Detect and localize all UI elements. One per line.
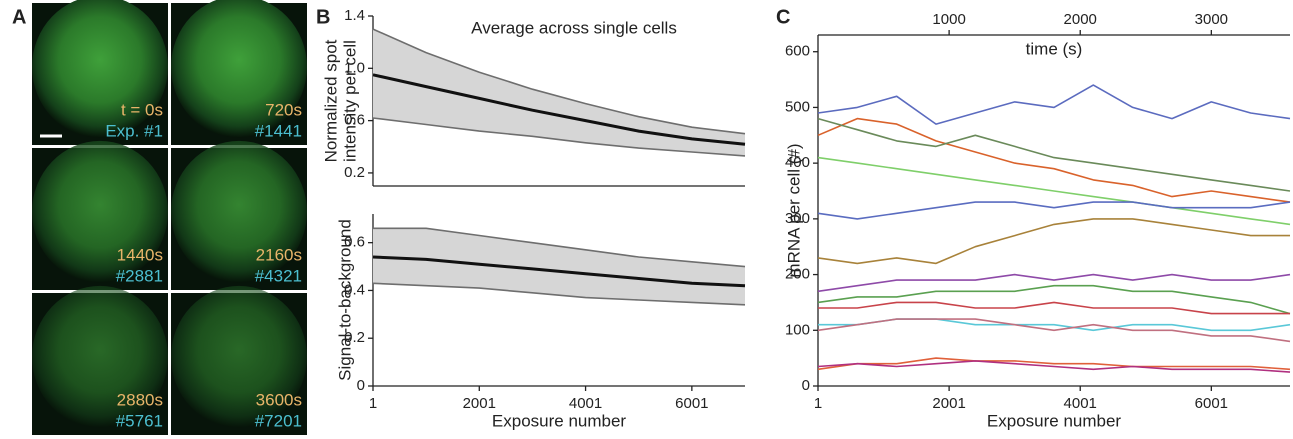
micrograph-cell — [171, 140, 307, 283]
y-tick-label: 600 — [785, 43, 810, 60]
panel-label: C — [776, 6, 790, 28]
y-tick-label: 0.4 — [344, 281, 365, 298]
series-line — [817, 318, 1291, 343]
image-time: 720s — [265, 100, 302, 119]
x-axis-label: Exposure number — [492, 411, 627, 430]
image-time: t = 0s — [121, 100, 163, 119]
series-line — [817, 84, 1291, 125]
x-axis-label: Exposure number — [987, 411, 1122, 430]
y-tick-label: 0.6 — [344, 234, 365, 251]
series-line — [817, 117, 1291, 192]
y-tick-label: 100 — [785, 321, 810, 338]
series-line — [817, 360, 1291, 373]
y-tick-label: 500 — [785, 98, 810, 115]
series-line — [817, 357, 1291, 371]
x2-tick-label: 1000 — [932, 11, 965, 28]
series-line — [372, 255, 746, 288]
chart-title: Average across single cells — [471, 18, 677, 37]
x2-tick-label: 2000 — [1064, 11, 1097, 28]
micrograph-cell — [171, 0, 307, 138]
series-line — [372, 117, 746, 157]
band — [373, 228, 745, 305]
y-tick-label: 0 — [357, 377, 365, 394]
y-tick-label: 1.4 — [344, 7, 365, 24]
x-tick-label: 1 — [369, 395, 377, 412]
y-tick-label: 0.6 — [344, 112, 365, 129]
x-tick-label: 1 — [814, 395, 822, 412]
x-tick-label: 4001 — [1064, 395, 1097, 412]
y-axis-label: Normalized spot — [321, 39, 340, 162]
series-line — [818, 301, 1290, 315]
y-axis-label: mRNA per cell (#) — [784, 143, 803, 277]
image-exposure: #4321 — [255, 266, 302, 285]
series-line — [817, 201, 1291, 220]
y-axis-label: intensity per cell — [340, 40, 359, 162]
panel-label: B — [316, 6, 330, 28]
image-exposure: Exp. #1 — [105, 121, 163, 140]
x-tick-label: 2001 — [463, 395, 496, 412]
image-exposure: #7201 — [255, 411, 302, 430]
y-tick-label: 1.0 — [344, 59, 365, 76]
micrograph-cell — [32, 285, 168, 428]
series-line — [372, 73, 746, 146]
micrograph-cell — [171, 285, 307, 428]
series-line — [373, 227, 746, 268]
series-line — [817, 284, 1291, 315]
x-tick-label: 4001 — [569, 395, 602, 412]
series-line — [372, 28, 746, 135]
y-tick-label: 0.2 — [344, 164, 365, 181]
image-exposure: #2881 — [116, 266, 163, 285]
image-time: 2880s — [117, 390, 163, 409]
y-tick-label: 0.2 — [344, 329, 365, 346]
series-line — [817, 218, 1290, 265]
panel-label: A — [12, 6, 26, 28]
micrograph-cell — [32, 0, 168, 138]
image-time: 1440s — [117, 245, 163, 264]
x-tick-label: 6001 — [675, 395, 708, 412]
band — [373, 29, 745, 156]
series-line — [817, 273, 1291, 293]
y-tick-label: 300 — [785, 210, 810, 227]
image-time: 2160s — [256, 245, 302, 264]
image-exposure: #1441 — [255, 121, 302, 140]
x-tick-label: 6001 — [1195, 395, 1228, 412]
x2-tick-label: 3000 — [1195, 11, 1228, 28]
series-line — [372, 282, 746, 306]
series-line — [817, 117, 1291, 203]
image-grid: t = 0s Exp. #1 720s #1441 1440s #2881 2160s #43… — [32, 0, 307, 435]
y-tick-label: 0 — [802, 377, 810, 394]
y-tick-label: 400 — [785, 154, 810, 171]
series-line — [817, 156, 1291, 226]
image-exposure: #5761 — [116, 411, 163, 430]
micrograph-cell — [32, 140, 168, 283]
image-time: 3600s — [256, 390, 302, 409]
y-axis-label: Signal-to-background — [335, 219, 354, 381]
x-tick-label: 2001 — [932, 395, 965, 412]
y-tick-label: 200 — [785, 266, 810, 283]
x2-axis-label: time (s) — [1026, 39, 1083, 58]
